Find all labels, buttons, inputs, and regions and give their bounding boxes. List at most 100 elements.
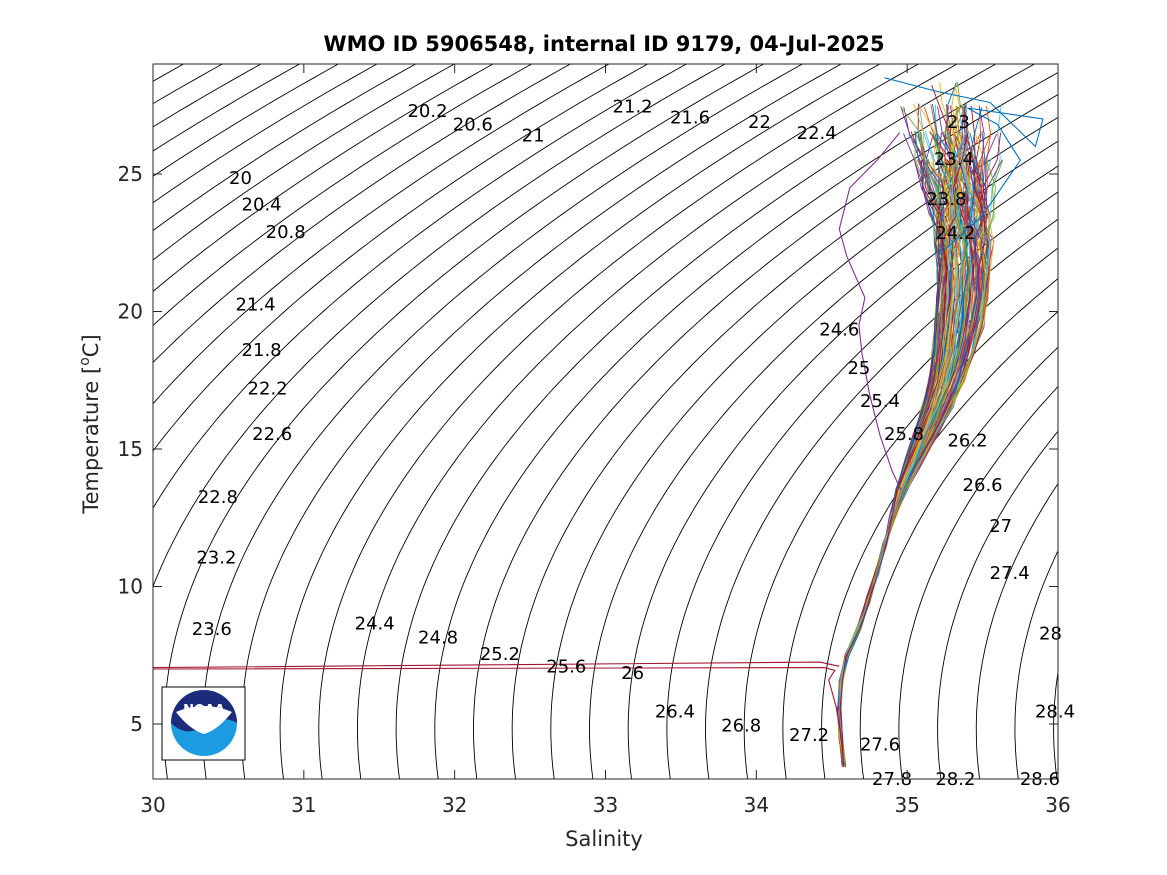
isopycnal-label: 24.8 [418,627,458,648]
isopycnal-label: 20 [229,168,252,189]
isopycnal-line [975,482,1058,779]
isopycnal-line [1014,549,1058,779]
isopycnal-line [153,64,727,588]
isopycnal-label: 21 [522,126,545,147]
y-tick-label: 10 [118,575,143,599]
chart-title: WMO ID 5906548, internal ID 9179, 04-Jul… [323,32,884,56]
logo-gull-icon [176,706,232,734]
isopycnal-line [153,64,456,261]
profile-outlier-line [153,667,845,766]
profile-series [153,77,1044,768]
x-tick-label: 32 [442,793,467,817]
y-axis-ticks: 5 10 15 20 25 [118,162,1058,736]
isopycnal-label: 28.4 [1035,702,1075,723]
isopycnal-line [627,165,1058,779]
logo-text: NOAA [183,703,225,718]
isopycnal-label: 27 [989,516,1012,537]
profile-outlier-line [153,661,840,669]
isopycnal-line [589,140,1058,779]
isopycnal-line [859,346,1058,779]
isopycnal-label: 24.2 [935,223,975,244]
x-tick-label: 33 [593,793,618,817]
isopycnal-line [153,64,533,327]
y-tick-label: 15 [118,437,143,461]
isopycnal-line [153,64,688,509]
y-axis-label: Temperature [oC] [77,334,103,514]
isopycnal-line [153,64,572,364]
isopycnal-label: 25.2 [480,644,520,665]
isopycnal-label: 22.8 [198,487,238,508]
isopycnal-label: 22.6 [252,424,292,445]
x-axis-label: Salinity [565,827,643,851]
isopycnal-label: 22.2 [248,379,288,400]
x-axis-ticks: 30 31 32 33 34 35 36 [140,64,1071,817]
isopycnal-contours [153,64,1058,779]
isopycnal-label: 26.8 [721,715,761,736]
isopycnal-label: 26.6 [963,475,1003,496]
x-tick-label: 36 [1045,793,1070,817]
isopycnal-line [357,64,959,779]
x-tick-label: 34 [744,793,769,817]
profile-outlier-line [838,132,902,491]
isopycnal-line [473,71,1058,779]
isopycnal-line [1053,669,1058,779]
isopycnal-labels: 20 20.2 20.4 20.6 20.8 21 21.2 21.4 21.6 21.8 22 22… [192,97,1075,790]
isopycnal-label: 26.2 [947,431,987,452]
isopycnal-label: 23.2 [196,548,236,569]
isopycnal-label: 25.8 [884,424,924,445]
isopycnal-line [153,64,610,405]
isopycnal-line [163,64,765,779]
isopycnal-label: 28 [1039,623,1062,644]
isopycnal-label: 27.2 [789,725,829,746]
isopycnal-line [153,64,494,293]
isopycnal-label: 20.4 [242,194,282,215]
isopycnal-line [318,64,920,779]
isopycnal-line [279,64,881,779]
isopycnal-line [202,64,804,779]
isopycnal-line [153,64,417,232]
y-tick-label: 5 [130,712,143,736]
x-tick-label: 35 [894,793,919,817]
isopycnal-label: 20.6 [453,115,493,136]
isopycnal-label: 23.4 [934,149,974,170]
y-axis-label-main: Temperature [ [79,366,103,515]
isopycnal-label: 24.4 [355,614,395,635]
isopycnal-label: 20.8 [266,222,306,243]
profile-line [839,132,969,768]
isopycnal-line [705,218,1058,779]
y-axis-label-unit: C] [79,334,103,357]
isopycnal-label: 21.2 [613,97,653,118]
isopycnal-label: 20.2 [407,101,447,122]
isopycnal-label: 27.6 [860,735,900,756]
isopycnal-line [153,64,340,177]
isopycnal-label: 21.8 [242,340,282,361]
x-tick-label: 31 [291,793,316,817]
profile-outlier-line [884,77,1044,257]
isopycnal-label: 22 [748,112,771,133]
isopycnal-label: 24.6 [819,319,859,340]
isopycnal-label: 21.4 [236,295,276,316]
isopycnal-label: 25.6 [546,656,586,677]
plot-area [153,64,1058,779]
isopycnal-line [666,191,1058,779]
isopycnal-line [395,64,997,779]
isopycnal-label: 22.4 [797,123,837,144]
isopycnal-line [782,278,1058,779]
y-axis-label-degree: o [77,357,93,366]
isopycnal-label: 23 [947,112,970,133]
isopycnal-line [743,247,1058,779]
noaa-logo: NOAA [161,686,246,761]
isopycnal-label: 26.4 [655,702,695,723]
isopycnal-line [153,64,378,204]
isopycnal-line [153,64,649,452]
profile-line [838,133,998,764]
isopycnal-label: 21.6 [670,108,710,129]
y-tick-label: 20 [118,300,143,324]
profile-line [839,131,939,766]
isopycnal-label: 27.4 [990,563,1030,584]
isopycnal-line [898,385,1058,779]
isopycnal-label: 25 [847,358,870,379]
isopycnal-line [937,430,1058,779]
isopycnal-line [240,64,843,779]
